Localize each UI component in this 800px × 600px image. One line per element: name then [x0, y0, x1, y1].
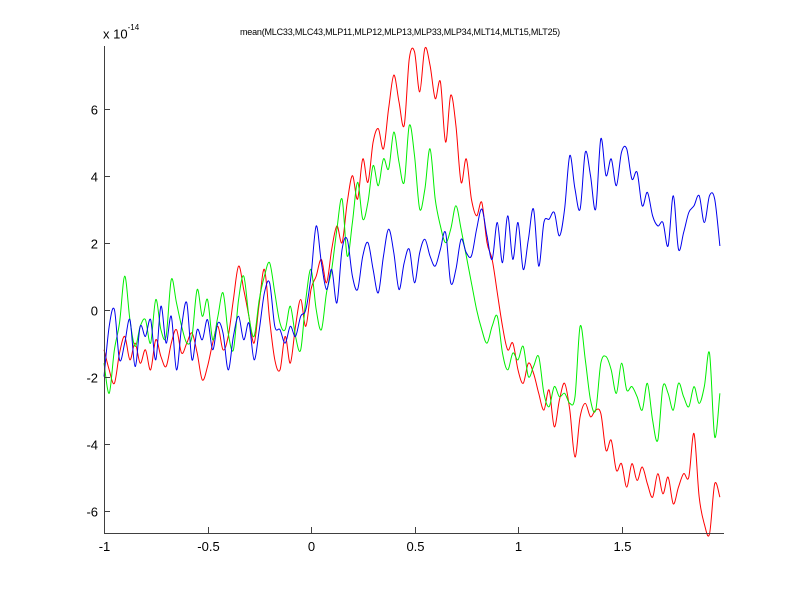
- y-tick-label: -4: [86, 438, 98, 453]
- y-tick-label: 4: [91, 170, 98, 185]
- y-tick-label: -2: [86, 371, 98, 386]
- exponent-base: x 10: [103, 26, 128, 42]
- x-tick-label: -1: [99, 539, 111, 554]
- y-tick-label: 0: [91, 304, 98, 319]
- y-exponent-label: x 10-14: [103, 23, 140, 42]
- y-tick-label: 2: [91, 237, 98, 252]
- series-line-green: [103, 124, 721, 442]
- series-line-red: [103, 46, 721, 537]
- y-tick-label: 6: [91, 103, 98, 118]
- axes: -1 -0.5 0 0.5 1 1.5 -6 -4 -2 0 2 4 6: [86, 46, 724, 554]
- series-line-blue: [103, 138, 721, 377]
- x-tick-label: 0.5: [406, 539, 424, 554]
- x-tick-label: 0: [308, 539, 315, 554]
- x-tick-label: -0.5: [197, 539, 219, 554]
- chart-title: mean(MLC33,MLC43,MLP11,MLP12,MLP13,MLP33…: [240, 27, 560, 37]
- x-tick-label: 1.5: [613, 539, 631, 554]
- series-layer: [103, 46, 721, 537]
- exponent-power: -14: [127, 23, 140, 32]
- y-tick-label: -6: [86, 505, 98, 520]
- x-tick-label: 1: [515, 539, 522, 554]
